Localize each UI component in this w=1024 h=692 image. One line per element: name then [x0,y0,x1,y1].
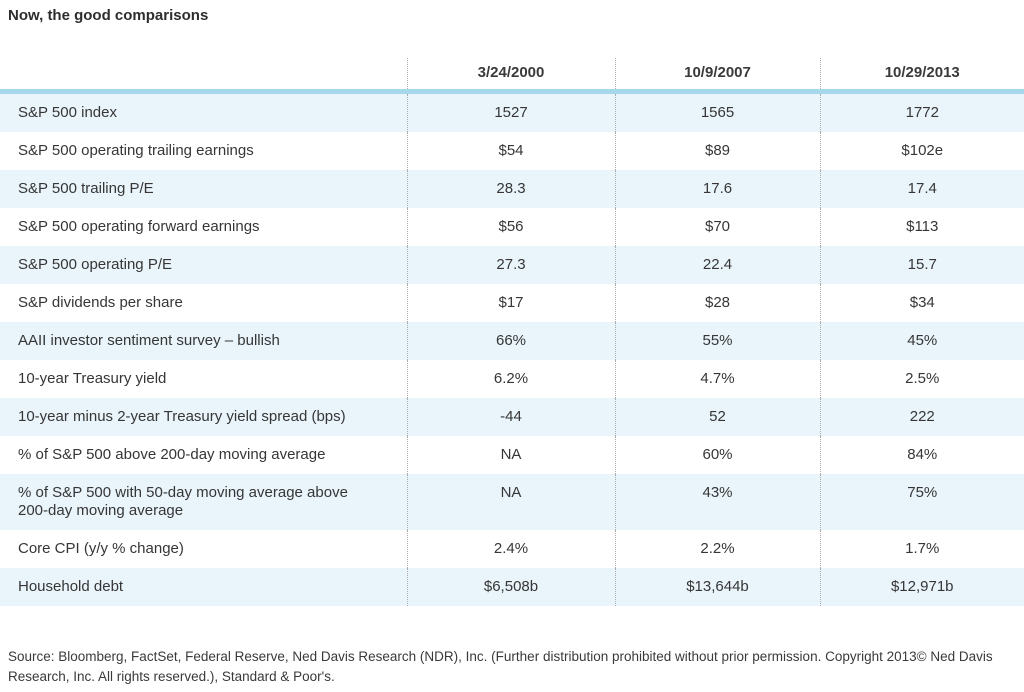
table-header-row: 3/24/2000 10/9/2007 10/29/2013 [0,58,1024,94]
table-row: S&P 500 operating trailing earnings $54 … [0,132,1024,170]
cell-value: 60% [614,436,820,474]
row-label: % of S&P 500 with 50-day moving average … [0,474,407,530]
cell-value: 84% [819,436,1024,474]
table-row: S&P 500 operating forward earnings $56 $… [0,208,1024,246]
row-label: S&P 500 index [0,91,407,132]
cell-value: 222 [819,398,1024,436]
cell-value: NA [406,436,615,474]
row-label: 10-year minus 2-year Treasury yield spre… [0,398,407,436]
page-title: Now, the good comparisons [8,7,209,24]
column-header-date-2: 10/9/2007 [614,58,820,94]
cell-value: $54 [406,132,615,170]
row-label: 10-year Treasury yield [18,370,167,387]
cell-value: 1565 [614,91,820,132]
cell-value: 22.4 [614,246,820,284]
row-label: AAII investor sentiment survey – bullish [0,322,407,360]
table-row: S&P 500 index 1527 1565 1772 [0,91,1024,132]
table-row: % of S&P 500 above 200-day moving averag… [0,436,1024,474]
table-row: 10-year minus 2-year Treasury yield spre… [0,398,1024,436]
cell-value: 2.2% [614,530,820,568]
table-row: S&P dividends per share $17 $28 $34 [0,284,1024,322]
cell-value: $102e [819,132,1024,170]
cell-value: 66% [406,322,615,360]
cell-value: $17 [406,284,615,322]
row-label: S&P 500 operating trailing earnings [18,142,254,159]
cell-value: 27.3 [406,246,615,284]
cell-value: 55% [614,322,820,360]
cell-value: 1772 [819,91,1024,132]
cell-value: 4.7% [614,360,820,398]
cell-value: 43% [614,474,820,530]
row-label: Household debt [0,568,407,606]
table-row: Household debt $6,508b $13,644b $12,971b [0,568,1024,606]
table-row: Core CPI (y/y % change) 2.4% 2.2% 1.7% [0,530,1024,568]
row-label-text: % of S&P 500 with 50-day moving average … [18,484,348,519]
cell-value: $28 [614,284,820,322]
cell-value: 1.7% [819,530,1024,568]
cell-value: 2.4% [406,530,615,568]
table-row: 10-year Treasury yield 6.2% 4.7% 2.5% [0,360,1024,398]
table-row: % of S&P 500 with 50-day moving average … [0,474,1024,530]
cell-value: 2.5% [819,360,1024,398]
row-label: S&P 500 operating forward earnings [18,218,260,235]
comparison-table: 3/24/2000 10/9/2007 10/29/2013 S&P 500 i… [0,58,1024,606]
cell-value: -44 [406,398,615,436]
cell-value: 6.2% [406,360,615,398]
cell-value: $13,644b [614,568,820,606]
column-header-date-1: 3/24/2000 [406,58,615,94]
cell-value: 45% [819,322,1024,360]
cell-value: 15.7 [819,246,1024,284]
cell-value: $70 [614,208,820,246]
cell-value: NA [406,474,615,530]
cell-value: $34 [819,284,1024,322]
cell-value: 17.4 [819,170,1024,208]
cell-value: $89 [614,132,820,170]
table-row: S&P 500 trailing P/E 28.3 17.6 17.4 [0,170,1024,208]
row-label: Core CPI (y/y % change) [18,540,184,557]
source-note: Source: Bloomberg, FactSet, Federal Rese… [8,649,993,684]
cell-value: 28.3 [406,170,615,208]
cell-value: 52 [614,398,820,436]
cell-value: $6,508b [406,568,615,606]
header-empty-cell [0,58,407,94]
cell-value: $113 [819,208,1024,246]
cell-value: 1527 [406,91,615,132]
row-label: % of S&P 500 above 200-day moving averag… [18,446,326,463]
row-label: S&P 500 operating P/E [0,246,407,284]
row-label: S&P 500 trailing P/E [0,170,407,208]
table-row: AAII investor sentiment survey – bullish… [0,322,1024,360]
table-row: S&P 500 operating P/E 27.3 22.4 15.7 [0,246,1024,284]
cell-value: $12,971b [819,568,1024,606]
cell-value: 75% [819,474,1024,530]
cell-value: $56 [406,208,615,246]
cell-value: 17.6 [614,170,820,208]
row-label: S&P dividends per share [18,294,183,311]
column-header-date-3: 10/29/2013 [819,58,1024,94]
